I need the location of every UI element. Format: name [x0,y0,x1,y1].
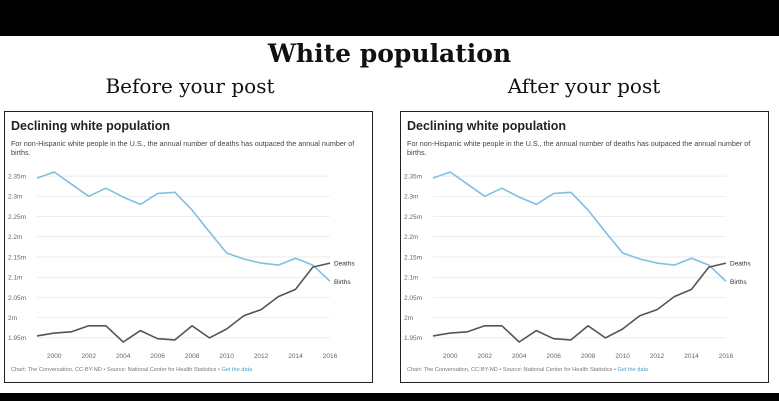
footnote-text: Chart: The Conversation, CC-BY-ND • Sour… [407,367,618,373]
x-tick-label: 2004 [116,353,131,360]
series-line-deaths [36,262,331,343]
y-tick-label: 2.2m [8,234,22,241]
y-tick-label: 2.3m [404,194,418,201]
chart-subtitle: For non-Hispanic white people in the U.S… [11,139,355,157]
x-tick-label: 2014 [684,353,699,360]
x-tick-label: 2008 [581,353,596,360]
y-tick-label: 1.95m [404,335,422,342]
chart-plot-before: 1.95m 2m 2.05m 2.1m 2.15m 2.2m 2.25m 2.3m 2.35m 2… [8,171,355,360]
series-label-deaths: Deaths [334,261,355,268]
chart-footnote: Chart: The Conversation, CC-BY-ND • Sour… [11,367,252,373]
series-label-births: Births [334,279,351,286]
chart-panel-before: Declining white population For non-Hispa… [4,111,373,383]
y-tick-label: 2.15m [404,254,422,261]
get-the-data-link[interactable]: Get the data [221,367,253,373]
chart-panel-after: Declining white population For non-Hispa… [400,111,769,383]
series-line-deaths [432,262,727,343]
footnote-text: Chart: The Conversation, CC-BY-ND • Sour… [11,367,222,373]
left-caption: Before your post [105,74,275,98]
x-tick-label: 2000 [47,353,62,360]
y-tick-label: 2.05m [404,295,422,302]
y-tick-label: 2m [8,315,17,322]
y-tick-label: 2.1m [404,275,418,282]
chart-plot-after: 1.95m 2m 2.05m 2.1m 2.15m 2.2m 2.25m 2.3m 2.35m 2… [404,171,751,360]
x-tick-label: 2010 [615,353,630,360]
chart-footnote: Chart: The Conversation, CC-BY-ND • Sour… [407,367,648,373]
y-tick-label: 2.05m [8,295,26,302]
top-black-bar [0,0,779,36]
y-tick-label: 2.15m [8,254,26,261]
right-caption: After your post [507,74,661,98]
x-tick-label: 2004 [512,353,527,360]
x-tick-label: 2010 [219,353,234,360]
bottom-black-bar [0,393,779,401]
chart-title: Declining white population [407,119,567,133]
x-tick-label: 2000 [443,353,458,360]
x-tick-label: 2008 [185,353,200,360]
chart-title: Declining white population [11,119,171,133]
y-tick-label: 2.2m [404,234,418,241]
x-tick-label: 2002 [477,353,492,360]
y-tick-label: 2.35m [8,173,26,180]
x-tick-label: 2006 [546,353,561,360]
y-tick-label: 2.3m [8,194,22,201]
page-title: White population [267,39,512,68]
y-tick-label: 2m [404,315,413,322]
series-line-births [36,171,331,282]
x-tick-label: 2016 [323,353,338,360]
x-tick-label: 2006 [150,353,165,360]
x-tick-label: 2002 [81,353,96,360]
series-line-births [432,171,727,282]
y-tick-label: 2.35m [404,173,422,180]
x-tick-label: 2012 [254,353,269,360]
x-tick-label: 2014 [288,353,303,360]
series-label-deaths: Deaths [730,261,751,268]
x-tick-label: 2012 [650,353,665,360]
y-tick-label: 2.1m [8,275,22,282]
get-the-data-link[interactable]: Get the data [617,367,649,373]
y-tick-label: 2.25m [404,214,422,221]
y-tick-label: 1.95m [8,335,26,342]
chart-subtitle: For non-Hispanic white people in the U.S… [407,139,751,157]
series-label-births: Births [730,279,747,286]
y-tick-label: 2.25m [8,214,26,221]
x-tick-label: 2016 [719,353,734,360]
